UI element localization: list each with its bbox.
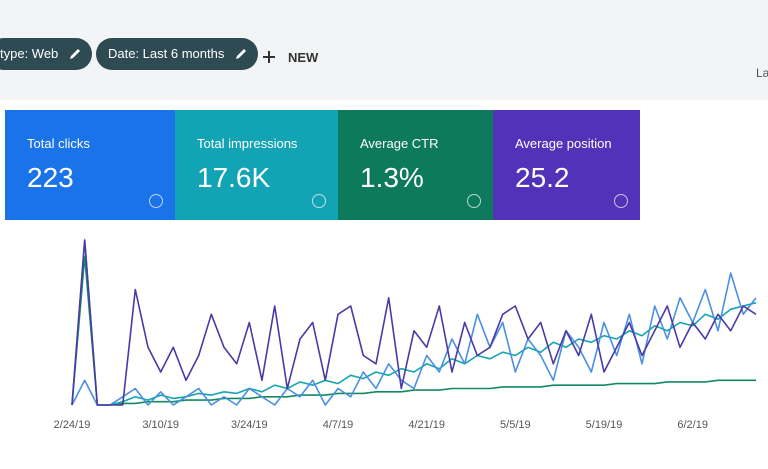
x-tick-label: 6/2/19 — [677, 419, 708, 431]
help-icon[interactable] — [149, 194, 163, 208]
series-line — [71, 239, 757, 406]
panel: Total clicks 223 Total impressions 17.6K Ave… — [0, 100, 768, 469]
plus-icon — [263, 51, 275, 63]
metric-label: Total impressions — [197, 136, 298, 151]
help-icon[interactable] — [467, 194, 481, 208]
metric-card[interactable]: Average CTR 1.3% — [338, 110, 493, 220]
chart: 2/24/19 3/10/19 3/24/19 4/7/19 4/21/19 5/5/19… — [54, 239, 757, 431]
x-tick-label: 5/5/19 — [500, 419, 531, 431]
filter-chip[interactable]: Date: Last 6 months — [96, 38, 259, 70]
x-tick-label: 4/7/19 — [323, 419, 354, 431]
metric-value: 25.2 — [515, 162, 570, 193]
series-line — [71, 239, 757, 406]
metric-label: Total clicks — [27, 136, 90, 151]
metric-label: Average CTR — [360, 136, 439, 151]
edit-icon — [70, 49, 81, 59]
x-tick-label: 4/21/19 — [408, 419, 445, 431]
x-tick-label: 3/10/19 — [142, 419, 179, 431]
metric-value: 1.3% — [360, 162, 424, 193]
help-icon[interactable] — [312, 194, 326, 208]
x-tick-label: 3/24/19 — [231, 419, 268, 431]
metric-card[interactable]: Average position 25.2 — [493, 110, 640, 220]
edit-icon — [236, 49, 247, 59]
metric-card[interactable]: Total impressions 17.6K — [175, 110, 338, 220]
toolbar: type: Web Date: Last 6 months NEW La — [0, 0, 768, 101]
filter-label: type: Web — [0, 46, 59, 61]
metric-value: 17.6K — [197, 162, 271, 193]
metric-card[interactable]: Total clicks 223 — [5, 110, 175, 220]
x-tick-label: 2/24/19 — [54, 419, 91, 431]
truncated-label: La — [756, 66, 768, 80]
filter-chip[interactable]: type: Web — [0, 38, 93, 70]
help-icon[interactable] — [614, 194, 628, 208]
new-button[interactable]: NEW — [288, 50, 319, 65]
series-line — [71, 272, 757, 406]
metric-label: Average position — [515, 136, 612, 151]
filter-label: Date: Last 6 months — [108, 46, 225, 61]
series-line — [71, 255, 756, 406]
metric-value: 223 — [27, 162, 74, 193]
x-tick-label: 5/19/19 — [586, 419, 623, 431]
